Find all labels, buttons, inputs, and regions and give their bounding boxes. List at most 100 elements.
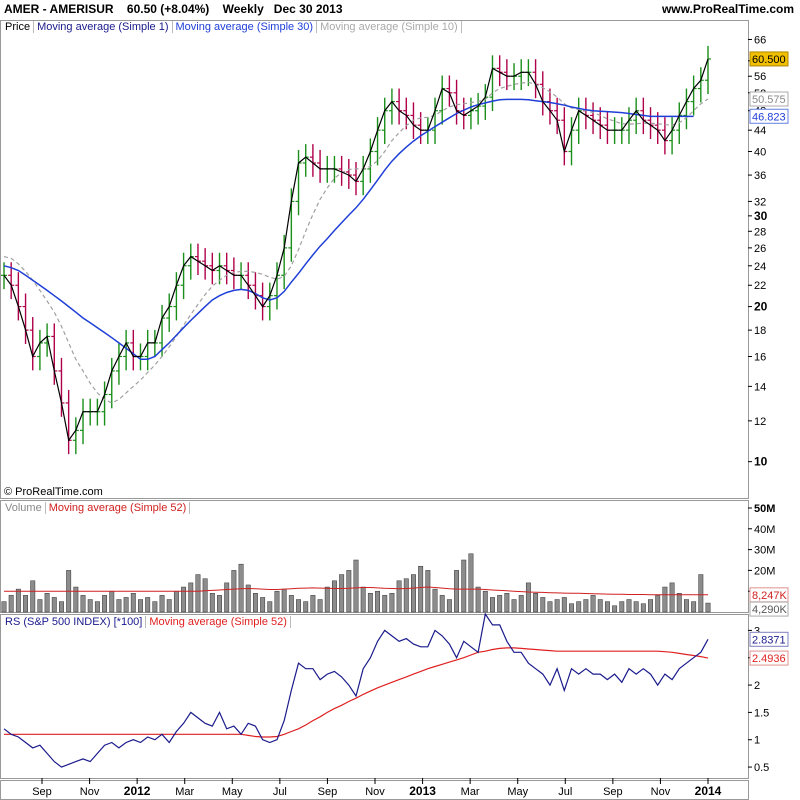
volume-bar	[274, 590, 280, 613]
volume-bar	[540, 597, 546, 613]
website-label: www.ProRealTime.com	[661, 2, 794, 16]
price-axis-label: 56	[754, 71, 766, 83]
volume-bar	[166, 599, 172, 613]
last-date: Dec 30 2013	[273, 2, 343, 16]
volume-bar	[691, 601, 697, 613]
rs-line	[3, 612, 709, 768]
volume-bar	[439, 595, 445, 613]
x-axis-label: 2014	[695, 784, 722, 798]
legend-rs-ma: Moving average (Simple 52)	[146, 616, 291, 628]
volume-bar	[281, 588, 287, 613]
legend-ma30: Moving average (Simple 30)	[172, 21, 318, 33]
last-quote: 60.50 (+8.04%)	[126, 2, 210, 16]
volume-bar	[267, 601, 273, 613]
rs-legend: RS (S&P 500 INDEX) [*100] Moving average …	[2, 616, 291, 629]
ma30-line	[3, 98, 694, 361]
volume-bar	[612, 605, 618, 613]
volume-bar	[518, 595, 524, 613]
x-axis-label: Sep	[32, 786, 52, 798]
volume-bar	[411, 574, 416, 613]
rs-axis-label: 0.5	[754, 762, 769, 774]
volume-bar	[418, 565, 424, 613]
x-axis-label: Nov	[651, 786, 671, 798]
volume-bar	[303, 601, 309, 613]
volume-bar	[533, 593, 539, 613]
volume-bar	[224, 582, 230, 613]
chart-header: AMER - AMERISUR 60.50 (+8.04%) Weekly De…	[4, 2, 343, 16]
volume-bar	[152, 601, 158, 613]
volume-bar	[80, 595, 86, 613]
volume-bar	[8, 595, 14, 613]
legend-ma1: Moving average (Simple 1)	[34, 21, 173, 33]
rs-axis-label: 3	[754, 625, 760, 637]
x-axis-label: Mar	[175, 786, 194, 798]
volume-bar	[339, 574, 345, 613]
x-axis-label: Nov	[80, 786, 100, 798]
volume-panel	[0, 500, 749, 613]
volume-bar	[44, 593, 50, 613]
volume-bar	[454, 570, 460, 613]
rs-panel	[0, 614, 749, 779]
volume-legend: Volume Moving average (Simple 52)	[2, 502, 191, 515]
volume-bar	[619, 601, 625, 613]
price-axis-label: 10	[754, 455, 768, 469]
volume-bar	[37, 599, 43, 613]
volume-bar	[138, 599, 143, 613]
price-axis-label: 14	[754, 381, 766, 393]
rs-badge-bg	[749, 631, 789, 647]
x-axis-label: Mar	[461, 786, 480, 798]
volume-bar	[403, 578, 409, 613]
volume-bar	[30, 580, 36, 613]
volume-bar	[116, 599, 122, 613]
rs-axis-label: 2	[754, 680, 760, 692]
ma30-badge-bg	[749, 108, 789, 124]
price-axis-label: 24	[754, 261, 766, 273]
rs-ma-line	[4, 647, 709, 738]
volume-bar	[468, 553, 474, 613]
volume-bar	[331, 580, 337, 613]
last-volume-badge-bg	[749, 601, 789, 617]
legend-volume-ma: Moving average (Simple 52)	[45, 502, 191, 514]
volume-bar	[698, 574, 704, 613]
legend-ma10: Moving average (Simple 10)	[317, 21, 462, 33]
volume-bar	[482, 590, 488, 613]
volume-bar	[109, 590, 115, 613]
close-line	[3, 58, 709, 442]
price-axis-label: 26	[754, 243, 766, 255]
volume-bar	[396, 580, 402, 613]
rs-axis-label: 1.5	[754, 707, 769, 719]
volume-bar	[188, 582, 194, 613]
volume-axis-label: 40M	[754, 524, 775, 536]
x-axis-label: 2012	[124, 784, 151, 798]
x-axis-label: Sep	[318, 786, 338, 798]
price-axis-label: 12	[754, 416, 766, 428]
price-axis-label: 40	[754, 146, 766, 158]
volume-bar	[87, 599, 93, 613]
volume-bar	[583, 599, 589, 613]
volume-bar	[51, 597, 57, 613]
volume-ma-line	[4, 586, 708, 596]
x-axis-label: May	[222, 786, 243, 798]
volume-bar	[648, 599, 653, 613]
volume-ma-badge: 8,247K	[752, 590, 788, 602]
last-price-badge: 60.500	[752, 54, 786, 66]
volume-bar	[15, 588, 21, 613]
ma10-badge-bg	[749, 91, 789, 107]
x-axis-label: Jul	[273, 786, 287, 798]
volume-bar	[181, 586, 187, 613]
volume-bar	[705, 602, 711, 613]
volume-bar	[604, 601, 610, 613]
ma10-line	[3, 81, 709, 404]
volume-bar	[102, 595, 108, 613]
volume-bar	[525, 582, 531, 613]
volume-bar	[310, 595, 316, 613]
volume-bar	[425, 570, 431, 613]
volume-bar	[238, 563, 244, 613]
volume-bar	[260, 597, 266, 613]
volume-axis-label: 50M	[754, 503, 775, 515]
x-axis-label: Jul	[558, 786, 572, 798]
volume-bar	[173, 590, 179, 613]
rs-ma-badge: 2.4936	[752, 653, 786, 665]
price-axis-label: 32	[754, 196, 766, 208]
volume-bar	[432, 588, 438, 613]
